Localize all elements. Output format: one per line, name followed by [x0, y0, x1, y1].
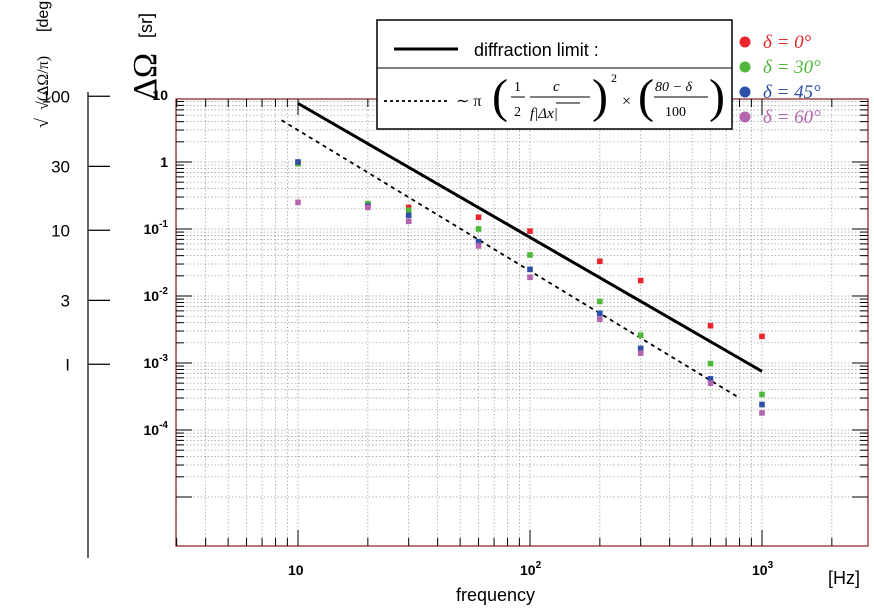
data-point: [597, 310, 603, 317]
data-point: [597, 258, 603, 265]
secondary-axis-expr-body: √(ΔΩ/π): [35, 56, 52, 110]
data-point: [637, 277, 644, 284]
data-point: [475, 238, 482, 245]
formula-lparen-2: (: [638, 70, 654, 123]
data-point: [475, 243, 482, 249]
formula-denominator-2: 100: [665, 105, 686, 120]
x-tick-label: 102: [520, 560, 542, 578]
data-point: [707, 322, 714, 329]
formula-two: 2: [514, 105, 521, 120]
data-point: [597, 298, 603, 305]
x-tick-label: 10: [288, 562, 304, 578]
y-axis-title: ΔΩ [sr]: [127, 13, 164, 100]
data-point: [405, 207, 412, 214]
formula-numerator-2: 80 − δ: [655, 80, 692, 95]
secondary-axis-tick-label: 30: [51, 157, 70, 176]
secondary-axis-tick-label: 3: [61, 291, 70, 310]
data-point: [637, 332, 644, 338]
secondary-axis-tick-label: 100: [42, 87, 70, 106]
secondary-axis-tick-label: 10: [51, 221, 70, 240]
reference-lines: [281, 102, 763, 399]
diffraction-limit-line: [297, 102, 763, 373]
formula-half: 1: [514, 80, 521, 95]
data-point: [637, 345, 644, 352]
y-tick-label: 10-2: [144, 286, 169, 304]
legend-box: [376, 19, 733, 130]
y-axis-unit: [sr]: [136, 13, 156, 38]
formula-rparen-2: ): [709, 70, 725, 123]
data-point: [707, 376, 714, 382]
data-point: [759, 410, 765, 416]
legend-label-diffraction: diffraction limit :: [474, 40, 599, 60]
y-tick-label: 10-1: [144, 219, 169, 237]
data-point: [475, 214, 482, 221]
formula-square: 2: [611, 71, 617, 85]
plot-area: [175, 98, 869, 547]
data-point: [295, 199, 301, 206]
secondary-axis-expr: √: [32, 118, 52, 128]
x-tick-label: 103: [752, 560, 774, 578]
data-point: [759, 401, 765, 408]
legend-series-label: δ = 60°: [763, 107, 821, 128]
approximation-line: [281, 119, 740, 399]
formula-rparen: ): [592, 70, 608, 123]
data-point: [597, 316, 603, 323]
data-point: [365, 204, 371, 211]
y-axis-label: ΔΩ: [127, 53, 164, 100]
legend-marker: [739, 86, 751, 98]
y-tick-label: 10: [152, 87, 168, 103]
formula-c: c: [553, 79, 560, 95]
legend-formula: ∼ π ( 1 2 c f|Δx| ) 2 × ( 80 − δ 100 ): [456, 70, 725, 123]
grid: [176, 99, 868, 546]
y-tick-label: 10-4: [144, 420, 169, 438]
secondary-axis-unit: [deg: [35, 1, 52, 32]
legend-marker: [739, 111, 751, 123]
legend-series-label: δ = 30°: [763, 57, 821, 78]
formula-tilde-pi: ∼ π: [456, 93, 481, 110]
legend-marker: [739, 36, 751, 48]
data-point: [405, 218, 412, 225]
secondary-axis-title: √ √(ΔΩ/π) [deg: [32, 1, 52, 128]
secondary-axis-ticks: 100 30 10 3 I: [42, 87, 110, 374]
data-points: [295, 159, 765, 416]
data-point: [295, 159, 301, 165]
y-tick-label: 10-3: [144, 353, 169, 371]
y-tick-label: 1: [160, 154, 168, 170]
data-point: [707, 380, 714, 386]
data-point: [405, 204, 412, 211]
x-axis-unit: [Hz]: [828, 568, 860, 588]
data-point: [527, 228, 533, 234]
legend-series: δ = 0° δ = 30° δ = 45° δ = 60°: [739, 32, 821, 128]
data-point: [759, 333, 765, 340]
data-point: [527, 252, 533, 258]
data-point: [637, 350, 644, 357]
legend-series-label: δ = 0°: [763, 32, 812, 53]
x-axis-label: frequency: [456, 585, 535, 605]
legend: diffraction limit : ∼ π ( 1 2 c f|Δx| ) …: [376, 19, 821, 130]
formula-times: ×: [622, 93, 631, 110]
formula-denominator: f|Δx|: [530, 106, 558, 122]
data-point: [759, 391, 765, 398]
data-point: [405, 212, 412, 219]
secondary-axis-tick-label: I: [65, 355, 70, 374]
legend-marker: [739, 61, 751, 73]
legend-series-label: δ = 45°: [763, 82, 821, 103]
data-point: [475, 226, 482, 232]
data-point: [707, 360, 714, 367]
formula-lparen: (: [492, 70, 508, 123]
data-point: [527, 274, 533, 281]
data-point: [527, 266, 533, 273]
